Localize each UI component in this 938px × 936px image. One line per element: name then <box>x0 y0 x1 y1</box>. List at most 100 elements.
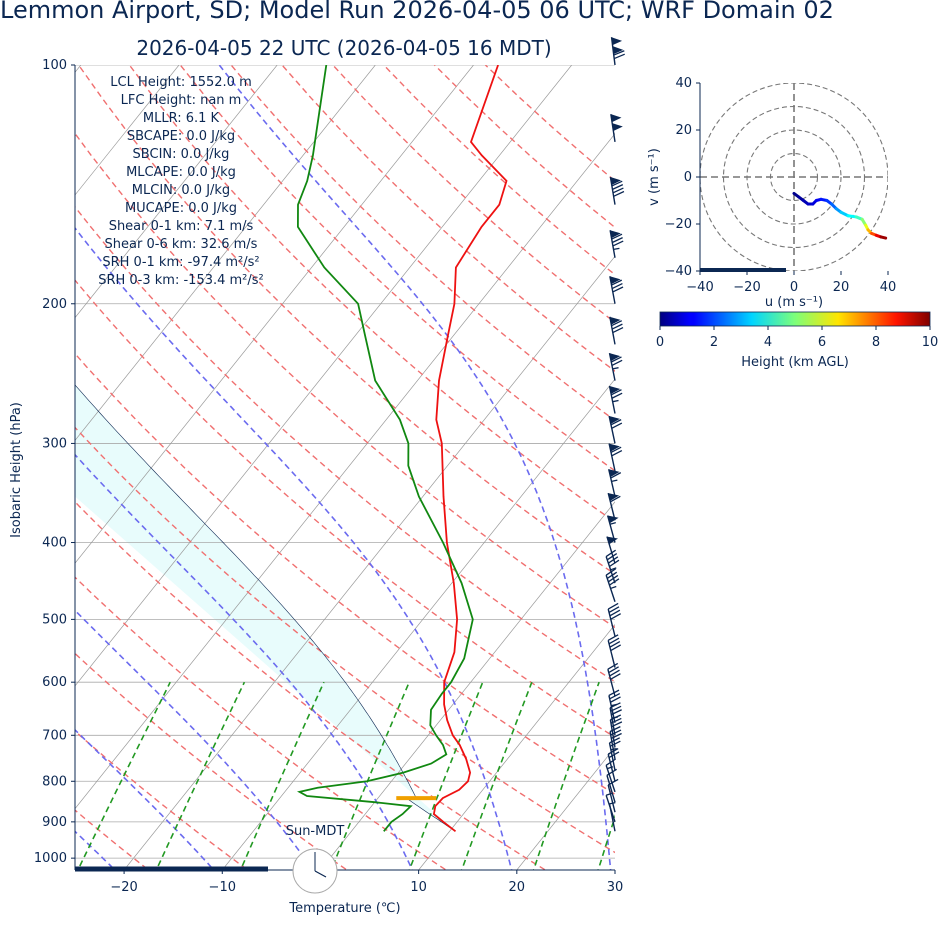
height-colorbar: 0 2 4 6 8 10 Height (km AGL) <box>656 311 938 370</box>
barb-full <box>611 709 622 716</box>
isotherm <box>75 65 278 319</box>
mixing-ratio-line <box>408 681 484 870</box>
moist-adiabats <box>75 65 612 870</box>
moist-adiabat <box>75 609 314 870</box>
hodo-x-tick-label: 40 <box>880 280 897 295</box>
barb-full <box>607 574 619 583</box>
barb-full <box>612 326 624 334</box>
barb-full <box>611 359 623 367</box>
barb-half <box>612 367 619 370</box>
dewpoint-line <box>296 65 474 832</box>
dry-adiabat <box>484 65 615 182</box>
barb-full <box>612 240 624 247</box>
barb-full <box>606 768 617 776</box>
index-line: MLLR: 6.1 K <box>143 111 220 126</box>
barb-full <box>609 578 620 586</box>
barb-full <box>609 641 621 648</box>
barb-full <box>611 721 623 728</box>
hodo-x-tick-label: 0 <box>790 280 798 295</box>
hodograph-panel: −40 −20 0 20 40 −40 −20 0 20 40 u (m s⁻¹) v (m s⁻… <box>647 76 896 310</box>
wind-barb <box>609 176 625 205</box>
wind-barbs <box>605 37 625 832</box>
barb-full <box>609 692 621 700</box>
barb-flag <box>610 177 622 185</box>
isotherm <box>614 869 615 870</box>
dry-adiabat <box>75 576 448 870</box>
dry-adiabat <box>75 279 615 739</box>
wind-barb <box>608 415 623 444</box>
barb-full <box>610 729 622 736</box>
hodo-segment <box>879 235 888 240</box>
index-line: Shear 0-1 km: 7.1 m/s <box>109 219 254 234</box>
barb-full <box>606 571 618 580</box>
barb-flag <box>612 123 623 131</box>
hodo-y-tick-label: 40 <box>675 76 692 91</box>
index-line: LFC Height: nan m <box>121 93 242 108</box>
barb-flag <box>606 536 618 545</box>
y-tick-label: 600 <box>42 675 67 690</box>
mixing-ratio-line <box>239 681 325 870</box>
barb-full <box>607 662 619 670</box>
wind-barb <box>608 353 623 381</box>
x-tick-label: 10 <box>410 880 427 895</box>
y-tick-label: 1000 <box>34 851 67 866</box>
wind-barb <box>605 758 616 793</box>
barb-full <box>605 568 616 576</box>
wind-barb <box>608 443 623 472</box>
barb-full <box>607 602 619 610</box>
barb-full <box>609 609 621 617</box>
barb-staff <box>605 765 616 793</box>
colorbar-tick-label: 0 <box>656 335 664 350</box>
wind-barb <box>609 276 624 304</box>
x-tick-label: 30 <box>607 880 624 895</box>
barb-full <box>609 702 621 709</box>
wind-barb <box>608 802 616 832</box>
barb-staff <box>607 492 616 521</box>
y-tick-label: 700 <box>42 728 67 743</box>
wind-barb <box>609 230 624 258</box>
isotherm <box>123 255 615 870</box>
barb-full <box>610 644 622 652</box>
barb-half <box>607 766 614 770</box>
clock-icon <box>292 848 338 894</box>
barb-half <box>611 479 618 483</box>
barb-flag <box>609 353 621 362</box>
barb-full <box>613 50 625 56</box>
hodo-y-tick-label: −40 <box>665 264 692 279</box>
barb-half <box>605 792 613 796</box>
dry-adiabat <box>179 65 615 472</box>
colorbar-tick-label: 8 <box>872 335 880 350</box>
barb-full <box>610 356 622 363</box>
barb-full <box>610 705 622 712</box>
colorbar-tick-label: 10 <box>922 335 938 350</box>
barb-full <box>609 740 621 747</box>
isotherm <box>320 501 615 870</box>
barb-full <box>612 184 624 190</box>
barb-full <box>610 419 622 426</box>
hodo-y-label: v (m s⁻¹) <box>647 148 662 206</box>
barb-full <box>611 282 623 290</box>
barb-full <box>609 737 620 744</box>
mixing-ratio-line <box>597 814 615 870</box>
dry-adiabat <box>75 652 349 870</box>
barb-half <box>610 747 617 751</box>
barb-full <box>605 758 616 766</box>
barb-flag <box>609 276 621 285</box>
moist-adiabat <box>75 453 414 870</box>
wind-barb <box>610 37 625 66</box>
barb-staff <box>607 784 616 813</box>
dry-adiabat <box>78 65 615 576</box>
index-line: SRH 0-3 km: -153.4 m²/s² <box>98 273 264 288</box>
y-ticks: 100 200 300 400 500 600 700 800 900 1000 <box>34 58 75 866</box>
y-tick-label: 200 <box>42 297 67 312</box>
barb-staff <box>608 803 616 832</box>
hodo-ticks: −40 −20 0 20 40 −40 −20 0 20 40 <box>665 76 897 295</box>
hodo-x-tick-label: −20 <box>733 280 760 295</box>
index-line: MUCAPE: 0.0 J/kg <box>125 201 237 216</box>
barb-full <box>612 286 624 293</box>
barb-full <box>613 190 625 197</box>
barb-half <box>609 521 616 525</box>
barb-staff <box>608 385 616 414</box>
x-ticks: −20−100102030 <box>110 870 623 895</box>
